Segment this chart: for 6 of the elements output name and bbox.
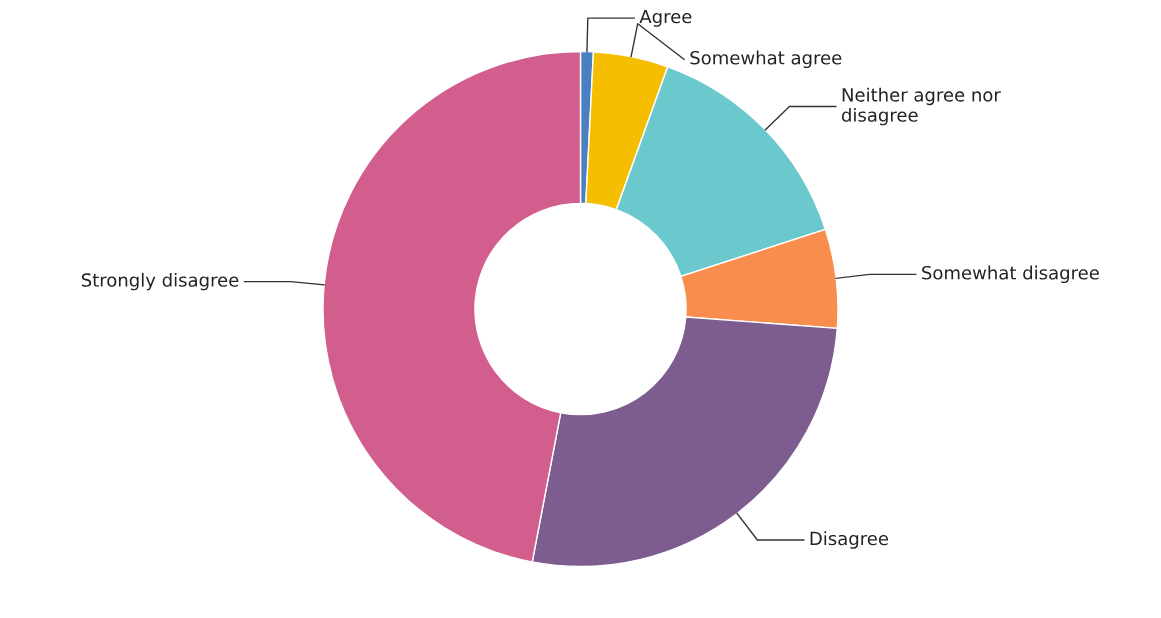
slice-label: Somewhat disagree (922, 265, 1099, 284)
slice-label: Agree (639, 9, 692, 27)
slice-label: Disagree (810, 531, 889, 549)
slice-label: Somewhat agree (690, 50, 842, 69)
slice-label: Neither agree nor disagree (841, 87, 1001, 126)
slice-label: Strongly disagree (81, 272, 239, 291)
